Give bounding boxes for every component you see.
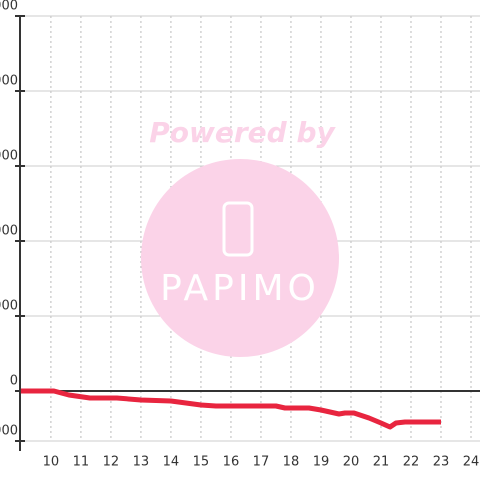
watermark-logo: PAPIMO [160, 268, 320, 309]
x-tick-label: 11 [73, 455, 90, 470]
y-tick-label: 0 [10, 374, 18, 389]
x-tick-label: 13 [133, 455, 150, 470]
x-tick-label: 24 [463, 455, 480, 470]
y-tick-label: -20,000 [0, 424, 18, 439]
data-line [20, 388, 441, 430]
x-tick-label: 20 [343, 455, 360, 470]
y-tick-label: 150,000 [0, 0, 18, 14]
x-tick-label: 12 [103, 455, 120, 470]
x-tick-label: 15 [193, 455, 210, 470]
x-tick-label: 16 [223, 455, 240, 470]
x-tick-label: 14 [163, 455, 180, 470]
x-tick-label: 19 [313, 455, 330, 470]
x-tick-label: 10 [43, 455, 60, 470]
x-tick-label: 22 [403, 455, 420, 470]
watermark-icon [222, 201, 254, 257]
y-tick-label: 60,000 [0, 224, 18, 239]
y-tick-label: 30,000 [0, 299, 18, 314]
x-tick-label: 23 [433, 455, 450, 470]
watermark-circle [141, 159, 339, 357]
y-tick-label: 90,000 [0, 149, 18, 164]
x-tick-label: 17 [253, 455, 270, 470]
watermark-text: Powered by [149, 116, 336, 149]
y-tick-label: 120,000 [0, 74, 18, 89]
x-tick-label: 21 [373, 455, 390, 470]
x-tick-label: 18 [283, 455, 300, 470]
